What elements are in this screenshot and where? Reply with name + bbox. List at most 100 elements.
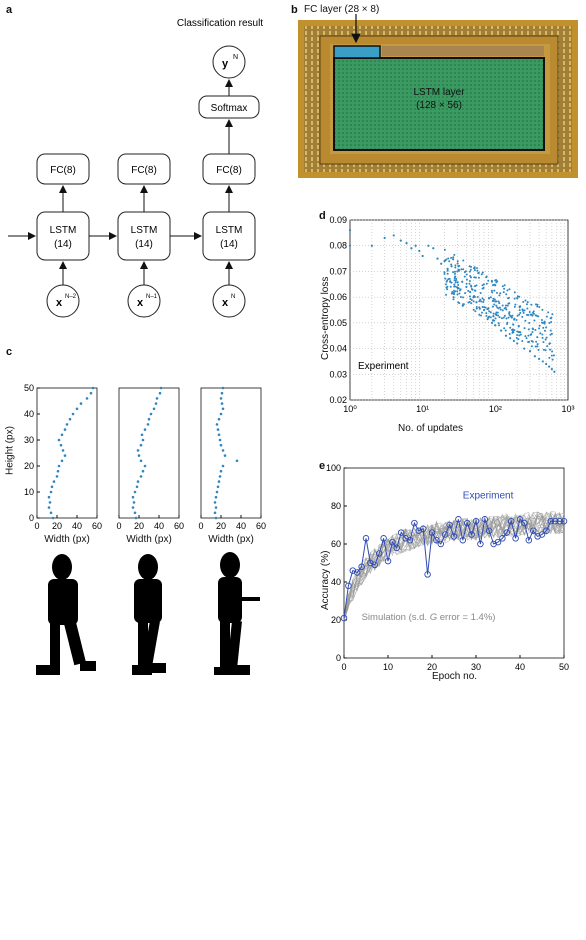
x-tick-label: 20 (52, 521, 62, 531)
lstm-label: LSTM (50, 225, 77, 236)
x-tick-label: 10³ (561, 404, 574, 414)
data-point (221, 449, 225, 452)
experiment-point (433, 536, 440, 544)
data-point (523, 347, 526, 350)
data-point (469, 276, 472, 279)
experiment-point (375, 550, 383, 557)
data-point (470, 287, 473, 290)
fc-box (117, 153, 171, 185)
input-node (127, 284, 161, 318)
data-point (503, 284, 506, 287)
plot-frame (343, 467, 565, 659)
data-point (482, 298, 485, 301)
data-point (490, 321, 494, 324)
data-point (452, 292, 455, 295)
data-point (223, 454, 227, 457)
x-tick-label: 0 (198, 521, 203, 531)
data-point (501, 285, 504, 288)
experiment-point (477, 540, 484, 548)
data-point (508, 332, 511, 335)
data-point (220, 391, 224, 395)
experiment-point (340, 614, 348, 622)
data-point (47, 495, 51, 499)
experiment-point (402, 535, 409, 542)
data-point (449, 280, 452, 283)
data-point (538, 324, 541, 327)
data-point (48, 501, 52, 504)
data-point (475, 267, 478, 270)
data-point (545, 336, 548, 339)
x-tick-label: 60 (92, 521, 102, 531)
fc-label: FC(8) (50, 165, 76, 176)
data-point (220, 402, 224, 405)
data-point (473, 285, 476, 288)
data-point (450, 263, 453, 266)
data-point (60, 459, 64, 463)
panel-a-label: a (6, 4, 13, 16)
data-point (501, 309, 504, 312)
data-point (60, 433, 64, 437)
fc-box (36, 153, 90, 185)
data-point (509, 337, 512, 340)
data-point (548, 342, 551, 345)
data-point (446, 269, 449, 272)
experiment-point (397, 529, 405, 536)
data-point (512, 323, 515, 326)
experiment-point (468, 531, 475, 538)
data-point (534, 329, 537, 332)
data-point (154, 402, 158, 405)
data-point (492, 305, 495, 308)
data-point (518, 305, 521, 308)
data-point (506, 289, 509, 292)
data-point (511, 328, 514, 331)
x-tick-label: 0 (34, 521, 39, 531)
y-tick-label: 0.07 (329, 266, 347, 276)
data-point (465, 278, 468, 281)
data-point (503, 287, 506, 290)
data-point (482, 286, 485, 289)
data-point (551, 350, 554, 353)
data-point (453, 279, 456, 282)
data-point (504, 304, 507, 307)
data-point (480, 300, 483, 303)
data-point (456, 281, 459, 284)
data-point (502, 291, 505, 294)
lstm-label: LSTM (131, 225, 158, 236)
data-point (523, 309, 526, 312)
data-point (63, 454, 67, 457)
data-point (57, 464, 61, 468)
data-point (65, 423, 69, 426)
data-point (518, 313, 521, 316)
data-point (492, 319, 495, 322)
data-point (143, 428, 147, 431)
data-point (530, 303, 533, 306)
data-point (547, 311, 550, 314)
experiment-point (543, 527, 550, 534)
simulation-line (343, 513, 565, 621)
data-point (539, 332, 542, 335)
data-point (445, 293, 448, 296)
lstm-network-diagram: Classification result y N Softmax FC(8) … (8, 18, 263, 318)
data-point (216, 428, 220, 431)
data-point (538, 306, 541, 309)
data-point (468, 282, 471, 285)
data-point (418, 249, 421, 252)
data-point (452, 298, 455, 301)
data-point (405, 242, 408, 245)
data-point (448, 260, 451, 263)
data-point (465, 282, 468, 285)
experiment-point (499, 535, 506, 542)
data-point (421, 254, 424, 258)
data-point (512, 339, 515, 342)
data-point (79, 402, 83, 405)
data-point (450, 265, 453, 268)
data-point (497, 300, 500, 303)
data-point (498, 302, 501, 305)
data-point (519, 331, 522, 334)
data-point (221, 386, 225, 390)
data-point (159, 386, 163, 390)
data-point (494, 317, 497, 320)
data-point (215, 423, 219, 426)
data-point (481, 297, 484, 300)
data-point (444, 277, 447, 280)
